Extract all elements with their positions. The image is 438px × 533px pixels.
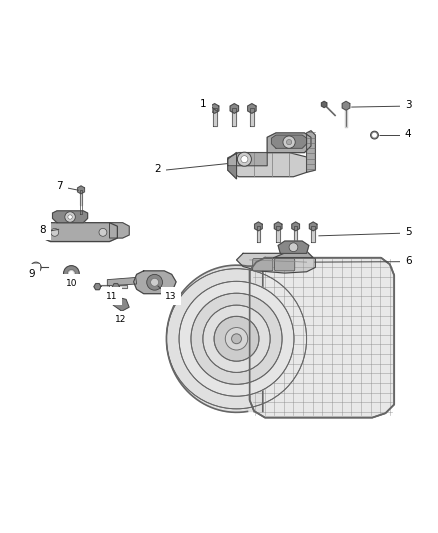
Polygon shape: [119, 285, 127, 288]
Circle shape: [214, 317, 259, 361]
Text: 7: 7: [56, 181, 63, 191]
Polygon shape: [213, 109, 216, 126]
Text: 1: 1: [200, 100, 207, 109]
Circle shape: [34, 265, 38, 270]
Text: 2: 2: [154, 164, 161, 174]
Polygon shape: [228, 152, 311, 177]
Text: 6: 6: [405, 256, 412, 266]
Text: 5: 5: [405, 228, 412, 237]
Polygon shape: [230, 103, 239, 114]
Text: 9: 9: [28, 269, 35, 279]
Polygon shape: [278, 241, 309, 253]
Polygon shape: [307, 131, 315, 172]
Polygon shape: [94, 284, 101, 289]
Polygon shape: [228, 152, 267, 166]
Text: 11: 11: [106, 292, 117, 301]
Polygon shape: [321, 101, 327, 108]
Polygon shape: [166, 265, 263, 413]
Circle shape: [99, 229, 107, 236]
Polygon shape: [53, 211, 88, 223]
Polygon shape: [110, 223, 129, 238]
Circle shape: [65, 212, 75, 222]
Polygon shape: [254, 222, 262, 231]
Circle shape: [371, 131, 378, 139]
Polygon shape: [210, 103, 219, 114]
Polygon shape: [342, 101, 350, 110]
Text: 10: 10: [66, 279, 77, 288]
Circle shape: [31, 262, 41, 273]
Circle shape: [225, 328, 248, 350]
Polygon shape: [294, 227, 297, 243]
Polygon shape: [80, 190, 82, 205]
Circle shape: [179, 281, 294, 396]
Circle shape: [51, 229, 59, 236]
Circle shape: [203, 305, 270, 373]
Circle shape: [286, 140, 292, 145]
Circle shape: [289, 243, 298, 252]
Polygon shape: [292, 222, 300, 231]
Polygon shape: [267, 133, 311, 152]
Polygon shape: [274, 249, 313, 258]
Polygon shape: [107, 278, 137, 286]
Text: 3: 3: [405, 100, 412, 110]
FancyBboxPatch shape: [253, 259, 273, 271]
Polygon shape: [113, 297, 129, 311]
Polygon shape: [276, 227, 280, 243]
Polygon shape: [78, 186, 85, 194]
Circle shape: [147, 274, 162, 290]
Circle shape: [237, 152, 251, 166]
Polygon shape: [101, 285, 109, 288]
Polygon shape: [250, 258, 394, 418]
Text: 13: 13: [165, 292, 177, 301]
Circle shape: [70, 272, 73, 275]
Circle shape: [373, 133, 376, 137]
Polygon shape: [309, 222, 317, 231]
Polygon shape: [134, 271, 176, 294]
Polygon shape: [272, 135, 307, 148]
Circle shape: [232, 334, 241, 344]
Circle shape: [151, 278, 159, 286]
Circle shape: [241, 156, 248, 163]
Polygon shape: [42, 223, 117, 241]
Text: 4: 4: [405, 129, 412, 139]
Text: 8: 8: [39, 225, 46, 235]
Polygon shape: [250, 109, 254, 126]
FancyBboxPatch shape: [275, 259, 295, 271]
Polygon shape: [233, 109, 236, 126]
Polygon shape: [228, 152, 237, 179]
Polygon shape: [257, 227, 260, 243]
Polygon shape: [112, 284, 119, 289]
Polygon shape: [247, 103, 256, 114]
Circle shape: [68, 215, 72, 219]
Polygon shape: [237, 253, 315, 273]
Circle shape: [67, 270, 75, 278]
Circle shape: [191, 293, 282, 384]
Polygon shape: [311, 227, 315, 243]
Polygon shape: [274, 222, 282, 231]
Circle shape: [64, 265, 79, 281]
Text: 12: 12: [115, 316, 126, 325]
Circle shape: [283, 136, 295, 148]
